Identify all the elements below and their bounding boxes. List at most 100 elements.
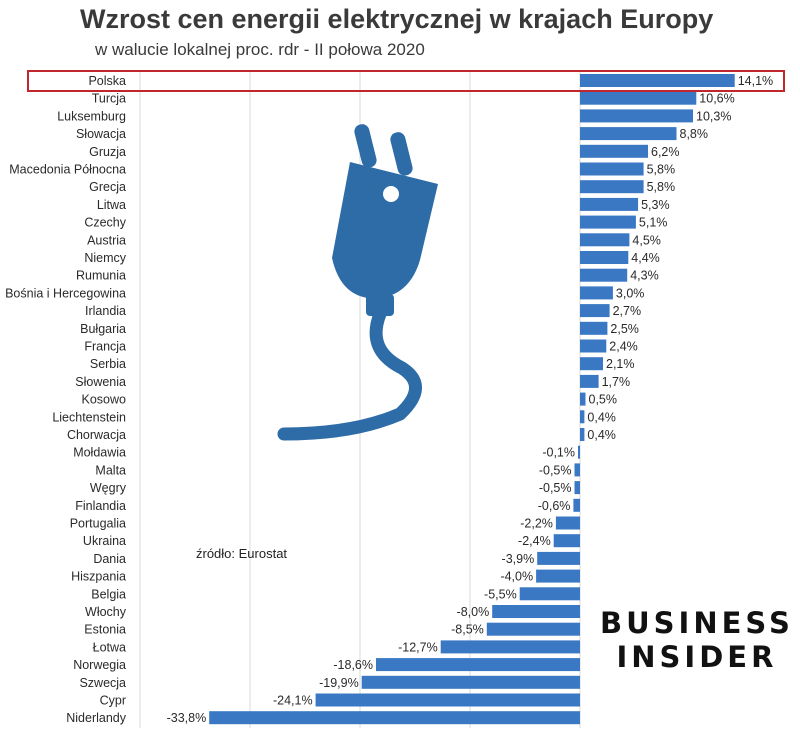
bar — [580, 410, 585, 424]
bar — [553, 534, 580, 548]
category-label: Bułgaria — [80, 322, 126, 336]
bars — [209, 74, 735, 725]
electric-plug-icon — [277, 124, 438, 441]
value-label: 5,3% — [641, 198, 670, 212]
bar — [580, 233, 630, 247]
value-label: -8,5% — [451, 623, 484, 637]
value-label: 4,3% — [630, 269, 659, 283]
category-label: Gruzja — [89, 145, 126, 159]
value-label: 2,4% — [609, 340, 638, 354]
bar — [574, 481, 580, 495]
category-label: Norwegia — [73, 658, 126, 672]
chart-subtitle: w walucie lokalnej proc. rdr - II połowa… — [95, 40, 425, 59]
value-labels: 14,1% 10,6% 10,3% 8,8%6,2% 5,8% 5,8% 5,3% 5,1% 4… — [167, 74, 774, 725]
category-label: Słowenia — [75, 375, 126, 389]
bar — [580, 91, 697, 105]
value-label: -0,6% — [538, 499, 571, 513]
value-label: 10,6% — [699, 92, 734, 106]
chart-title: Wzrost cen energii elektrycznej w krajac… — [80, 4, 714, 34]
category-label: Cypr — [100, 694, 126, 708]
value-label: -24,1% — [273, 694, 313, 708]
category-label: Włochy — [85, 605, 127, 619]
category-label: Czechy — [84, 216, 126, 230]
bar — [580, 144, 648, 158]
value-label: -5,5% — [484, 587, 517, 601]
bar — [486, 622, 580, 636]
value-label: 2,7% — [613, 304, 642, 318]
value-label: 0,4% — [587, 428, 616, 442]
value-label: -2,2% — [520, 517, 553, 531]
bar — [580, 127, 677, 141]
value-label: 0,5% — [589, 393, 618, 407]
bar — [519, 587, 580, 601]
value-label: -3,9% — [502, 552, 535, 566]
category-label: Belgia — [91, 587, 126, 601]
bar — [580, 357, 603, 371]
category-label: Francja — [84, 340, 126, 354]
category-label: Litwa — [97, 198, 126, 212]
category-label: Irlandia — [85, 304, 126, 318]
value-label: 4,4% — [631, 251, 660, 265]
bar — [315, 693, 580, 707]
bar — [361, 675, 580, 689]
bar — [578, 445, 580, 459]
value-label: 2,5% — [610, 322, 639, 336]
value-label: 0,4% — [587, 410, 616, 424]
bar — [580, 162, 644, 176]
bar — [580, 286, 613, 300]
category-label: Grecja — [89, 180, 126, 194]
value-label: 5,8% — [647, 163, 676, 177]
category-label: Niderlandy — [66, 711, 127, 725]
brand-line-1: BUSINESS — [600, 606, 794, 640]
business-insider-logo: BUSINESS INSIDER — [600, 606, 794, 674]
category-label: Węgry — [90, 481, 127, 495]
value-label: 3,0% — [616, 286, 645, 300]
bar — [573, 498, 580, 512]
value-label: -0,1% — [542, 446, 575, 460]
category-label: Estonia — [84, 623, 126, 637]
category-label: Ukraina — [83, 534, 126, 548]
bar — [580, 339, 607, 353]
value-label: -8,0% — [457, 605, 490, 619]
category-label: Serbia — [90, 357, 126, 371]
bar — [537, 551, 580, 565]
category-label: Finlandia — [75, 499, 126, 513]
value-label: 5,1% — [639, 216, 668, 230]
category-label: Chorwacja — [67, 428, 126, 442]
category-label: Macedonia Północna — [9, 163, 126, 177]
value-label: 1,7% — [602, 375, 631, 389]
bar — [555, 516, 580, 530]
value-label: 4,5% — [632, 233, 661, 247]
category-label: Bośnia i Hercegowina — [5, 286, 126, 300]
category-label: Luksemburg — [57, 109, 126, 123]
category-label: Niemcy — [84, 251, 126, 265]
category-labels: Polska Turcja Luksemburg Słowacja Gruzja Mace… — [5, 74, 127, 725]
value-label: -2,4% — [518, 534, 551, 548]
value-label: -4,0% — [500, 570, 533, 584]
value-label: 6,2% — [651, 145, 680, 159]
brand-line-2: INSIDER — [616, 640, 778, 674]
bar — [440, 640, 580, 654]
bar — [209, 711, 580, 725]
value-label: -33,8% — [167, 711, 207, 725]
value-label: -19,9% — [319, 676, 359, 690]
category-label: Szwecja — [79, 676, 126, 690]
bar — [492, 605, 580, 618]
value-label: 10,3% — [696, 109, 731, 123]
category-label: Dania — [93, 552, 126, 566]
category-label: Polska — [88, 74, 126, 88]
category-label: Portugalia — [70, 517, 126, 531]
bar — [536, 569, 580, 583]
bar — [574, 463, 580, 477]
bar — [580, 109, 693, 123]
source-note: źródło: Eurostat — [196, 546, 288, 561]
category-label: Rumunia — [76, 269, 126, 283]
category-label: Hiszpania — [71, 570, 126, 584]
category-label: Łotwa — [93, 640, 126, 654]
bar — [580, 268, 628, 282]
value-label: -12,7% — [398, 640, 438, 654]
bar — [580, 215, 636, 229]
bar — [580, 304, 610, 318]
value-label: 14,1% — [738, 74, 773, 88]
value-label: -18,6% — [333, 658, 373, 672]
